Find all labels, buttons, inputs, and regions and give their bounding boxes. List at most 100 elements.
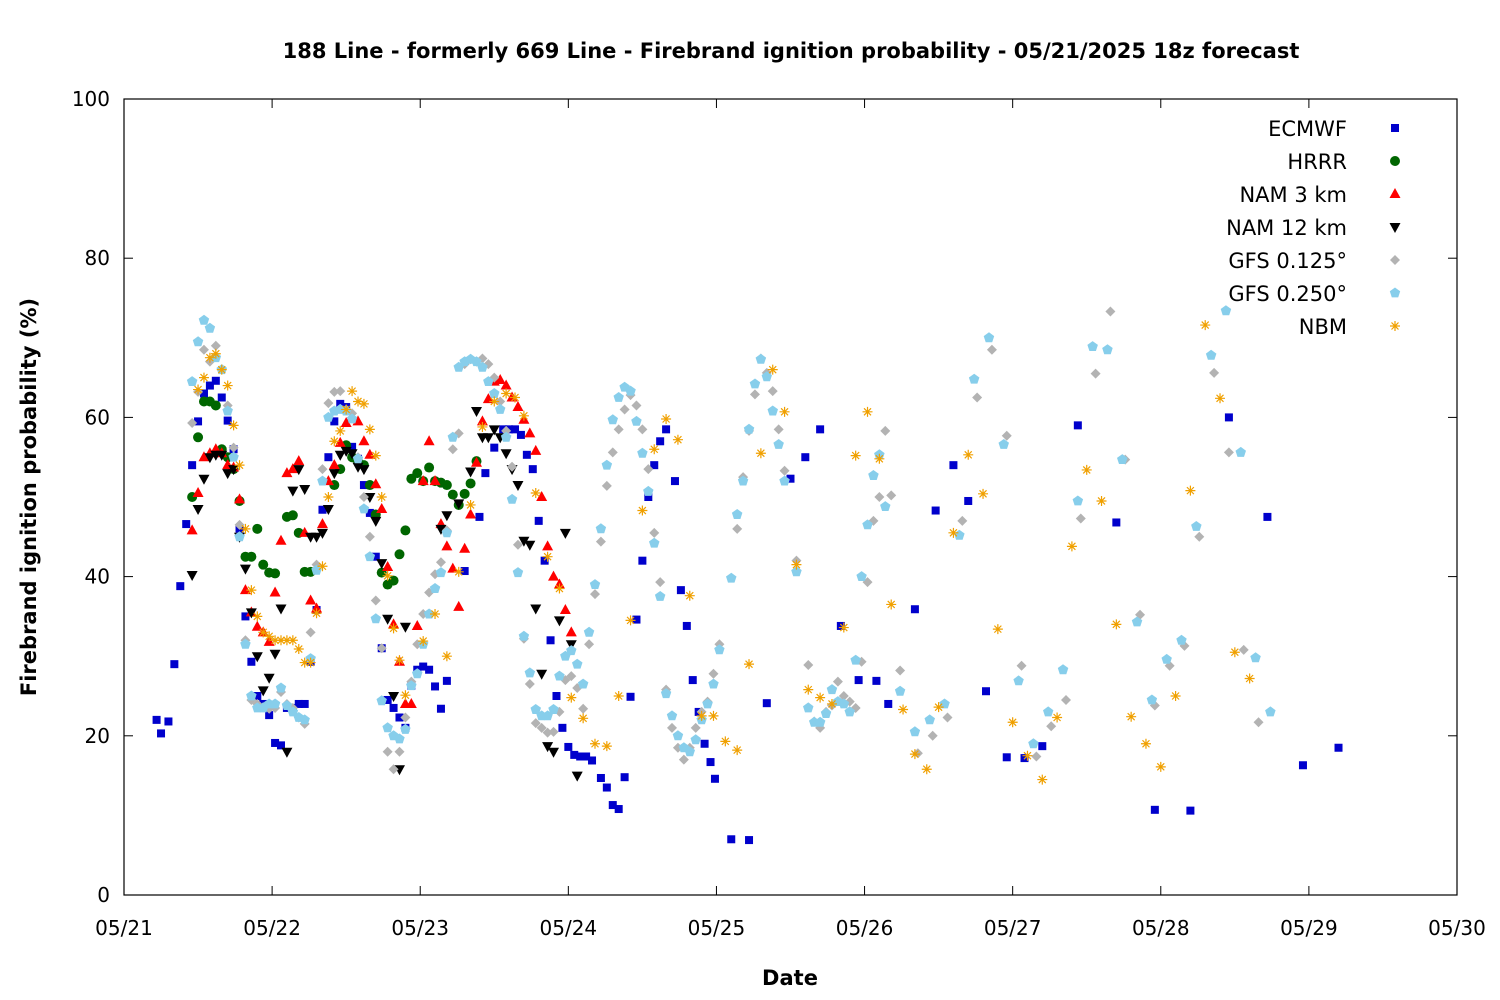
data-point-gfs-0-125 [619,404,630,415]
data-point-gfs-0-250 [192,336,204,347]
data-point-nbm [1215,393,1226,404]
data-point-nbm [649,444,660,455]
data-point-hrrr [287,510,298,521]
data-point-gfs-0-250 [1146,694,1158,705]
data-point-nbm [1185,485,1196,496]
data-point-nam-3-km [417,475,429,486]
chart-title: 188 Line - formerly 669 Line - Firebrand… [283,39,1300,63]
data-point-gfs-0-250 [672,730,684,741]
data-point-gfs-0-250 [844,706,855,717]
data-point-gfs-0-250 [281,700,293,710]
data-point-nam-3-km [476,415,488,426]
data-point-gfs-0-125 [803,659,814,670]
data-point-nam-12-km [358,465,370,476]
data-point-nam-3-km [536,491,548,501]
data-point-ecmwf [182,520,191,529]
data-point-gfs-0-250 [954,529,965,540]
data-point-gfs-0-250 [708,678,719,689]
data-point-ecmwf [564,742,573,751]
data-point-gfs-0-125 [584,639,595,650]
data-point-nbm [661,413,672,424]
data-point-gfs-0-125 [589,589,600,600]
data-point-ecmwf [365,508,374,517]
data-point-gfs-0-250 [512,567,524,578]
data-point-nbm [708,710,719,721]
data-point-nbm [204,352,215,363]
data-point-gfs-0-250 [489,388,500,398]
data-point-nam-12-km [542,742,554,753]
y-tick-label: 20 [85,724,110,748]
data-point-gfs-0-250 [814,716,826,727]
x-axis-label: Date [762,966,818,990]
data-point-gfs-0-250 [998,439,1009,449]
data-point-ecmwf [786,474,795,483]
data-point-nbm [1052,712,1063,723]
data-point-nbm [441,651,452,662]
data-point-gfs-0-250 [412,668,423,679]
data-point-gfs-0-125 [601,480,612,491]
data-point-nam-12-km [287,486,299,497]
data-point-nbm [862,406,873,417]
data-point-nbm [838,622,849,633]
data-point-gfs-0-125 [358,492,369,502]
data-point-ecmwf [608,801,617,810]
data-point-nam-3-km [441,540,453,551]
data-point-gfs-0-250 [862,519,873,530]
data-point-gfs-0-125 [578,703,589,714]
data-point-nbm [453,566,464,577]
data-point-gfs-0-125 [749,389,760,400]
data-point-hrrr [459,488,470,499]
data-point-ecmwf [1002,753,1011,762]
data-point-gfs-0-250 [500,431,512,442]
data-point-ecmwf [199,389,208,398]
data-point-nbm [826,698,837,709]
data-point-ecmwf [801,453,810,462]
data-point-ecmwf [710,774,719,783]
legend-marker-nam-3-km [1389,188,1401,198]
data-point-gfs-0-250 [524,667,536,678]
data-point-gfs-0-250 [856,571,867,581]
data-point-ecmwf [816,425,825,434]
data-point-ecmwf [552,692,561,700]
y-tick-label: 80 [85,246,110,270]
data-point-gfs-0-125 [323,398,334,409]
data-point-gfs-0-125 [542,727,553,738]
data-point-ecmwf [676,586,685,595]
data-point-gfs-0-125 [382,746,393,757]
data-point-nam-12-km [346,449,358,460]
data-point-gfs-0-125 [972,392,983,403]
data-point-nbm [287,635,298,646]
data-point-nam-12-km [399,622,411,633]
data-point-nbm [803,684,814,695]
data-point-gfs-0-250 [939,698,950,709]
data-point-ecmwf [706,758,715,767]
y-tick-label: 0 [97,883,110,907]
data-point-nam-12-km [198,474,210,485]
data-point-nam-12-km [216,450,228,461]
data-point-gfs-0-250 [968,373,980,384]
data-point-gfs-0-250 [607,414,618,425]
data-point-nbm [394,655,405,666]
data-point-gfs-0-250 [666,710,678,721]
data-point-nbm [258,627,269,638]
data-point-ecmwf [152,715,161,724]
data-point-nbm [1244,673,1255,684]
data-point-gfs-0-250 [654,591,666,601]
data-point-gfs-0-250 [311,564,322,575]
plot-axes: 05/21 05/22 05/23 05/24 05/25 05/26 05/27 05/28… [72,87,1486,940]
data-point-nam-12-km [518,536,530,547]
data-point-gfs-0-125 [708,668,719,679]
data-point-nbm [992,624,1003,635]
data-point-nam-12-km [328,469,340,480]
data-point-nam-12-km [322,504,334,515]
data-point-nbm [1081,464,1092,475]
data-point-gfs-0-250 [791,566,802,577]
data-point-gfs-0-125 [1001,430,1012,441]
data-point-ecmwf [626,692,635,701]
data-point-gfs-0-125 [524,679,535,690]
data-point-ecmwf [745,836,754,845]
data-point-nam-12-km [263,673,275,684]
data-point-gfs-0-250 [631,415,642,426]
data-point-gfs-0-125 [530,718,541,729]
data-point-gfs-0-250 [1191,521,1202,531]
